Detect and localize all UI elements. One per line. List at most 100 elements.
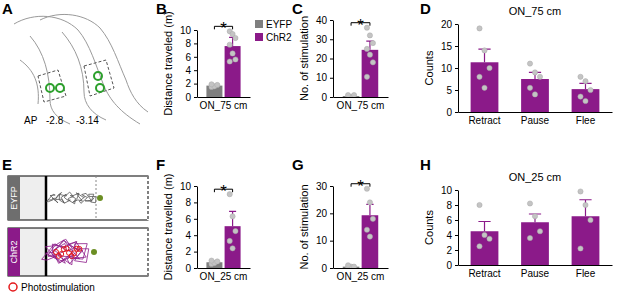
data-point — [527, 235, 532, 240]
data-point — [487, 236, 492, 241]
x-tick-label: ON_75 cm — [200, 100, 248, 111]
y-axis: 05101520 — [441, 19, 459, 118]
y-tick: 10 — [316, 72, 333, 83]
arena-zone — [20, 228, 46, 276]
data-point — [583, 202, 588, 207]
data-point — [367, 33, 372, 38]
data-point — [215, 82, 220, 87]
data-point — [215, 259, 220, 264]
data-point — [487, 65, 492, 70]
data-point — [230, 246, 235, 251]
y-tick-label: 4 — [185, 65, 191, 76]
y-tick: 2 — [185, 246, 197, 257]
data-point — [477, 26, 482, 31]
legend-label: EYFP — [266, 19, 292, 30]
y-tick-label: 2 — [185, 78, 191, 89]
y-axis: 0102030 — [316, 181, 334, 274]
x-axis-line — [459, 265, 613, 266]
legend-label: ChR2 — [266, 32, 292, 43]
data-point — [227, 238, 232, 243]
y-tick-label: 40 — [316, 15, 328, 26]
plot-marks — [343, 186, 378, 268]
arena-frame — [8, 176, 148, 220]
error-bar — [529, 214, 541, 222]
x-tick-label: ON_25 cm — [200, 271, 248, 282]
data-point — [209, 258, 214, 263]
x-tick-label: Flee — [576, 115, 596, 126]
bar — [225, 226, 241, 268]
y-axis-line — [458, 25, 459, 113]
data-point — [477, 202, 482, 207]
y-tick-mark — [330, 241, 333, 242]
y-tick-mark — [194, 30, 197, 31]
data-point — [227, 42, 232, 47]
y-tick: 30 — [316, 34, 333, 45]
y-tick: 10 — [316, 235, 333, 246]
threshold-line — [96, 176, 97, 220]
target-region — [38, 70, 66, 102]
error-bar — [229, 211, 236, 226]
ap-label: -3.14 — [76, 115, 99, 126]
y-tick-mark — [455, 68, 458, 69]
data-point — [482, 232, 487, 237]
data-point — [209, 82, 214, 87]
data-point — [482, 48, 487, 53]
x-axis: ON_75 cm — [198, 97, 251, 111]
arena-edge — [147, 176, 149, 220]
y-tick-mark — [455, 46, 458, 47]
bar — [521, 79, 549, 112]
data-point — [233, 57, 238, 62]
data-point — [588, 217, 593, 222]
x-tick-label: Pause — [521, 115, 550, 126]
y-tick: 0 — [446, 260, 458, 271]
data-point — [588, 87, 593, 92]
panel-letter: F — [156, 156, 165, 173]
group-label: ChR2 — [9, 240, 19, 263]
legend-label: Photostimulation — [21, 282, 95, 293]
fiber-placement — [94, 72, 102, 80]
data-point — [351, 92, 356, 97]
y-axis-line — [197, 31, 198, 98]
x-tick: ON_25 cm — [337, 268, 385, 282]
x-tick-label: Pause — [521, 268, 550, 279]
ap-label: AP — [24, 115, 38, 126]
bar — [521, 222, 549, 265]
bar — [572, 216, 600, 265]
y-tick: 0 — [446, 107, 458, 118]
y-tick-label: 0 — [446, 107, 452, 118]
panel-letter: G — [292, 156, 304, 173]
y-tick-label: 0 — [185, 263, 191, 274]
data-point — [364, 25, 369, 30]
fiber-placement — [96, 84, 104, 92]
ap-label: -2.8 — [46, 115, 64, 126]
x-tick-label: ON_75 cm — [337, 100, 385, 111]
error-bar — [366, 204, 373, 215]
chart-title: ON_25 cm — [509, 171, 562, 183]
y-tick: 10 — [180, 181, 197, 192]
panel-letter: C — [292, 0, 303, 17]
arena-frame — [8, 228, 148, 276]
x-axis: ON_25 cm — [334, 268, 389, 282]
data-point — [532, 70, 537, 75]
x-axis-line — [198, 97, 251, 98]
y-tick-label: 6 — [446, 215, 452, 226]
data-point — [227, 59, 232, 64]
bar — [471, 62, 499, 112]
panel-letter: A — [2, 0, 13, 17]
y-tick-mark — [330, 59, 333, 60]
zone-border — [45, 228, 48, 276]
y-tick-mark — [330, 97, 333, 98]
y-tick: 6 — [185, 52, 197, 63]
y-tick-label: 10 — [441, 185, 453, 196]
y-tick-mark — [330, 268, 333, 269]
y-tick-mark — [194, 70, 197, 71]
y-tick-mark — [455, 220, 458, 221]
y-tick: 20 — [316, 53, 333, 64]
data-point — [537, 74, 542, 79]
y-tick-label: 4 — [446, 230, 452, 241]
y-tick-mark — [194, 97, 197, 98]
y-tick-mark — [194, 268, 197, 269]
y-tick-label: 0 — [446, 260, 452, 271]
y-axis-line — [197, 187, 198, 269]
x-tick-label: ON_25 cm — [337, 271, 385, 282]
